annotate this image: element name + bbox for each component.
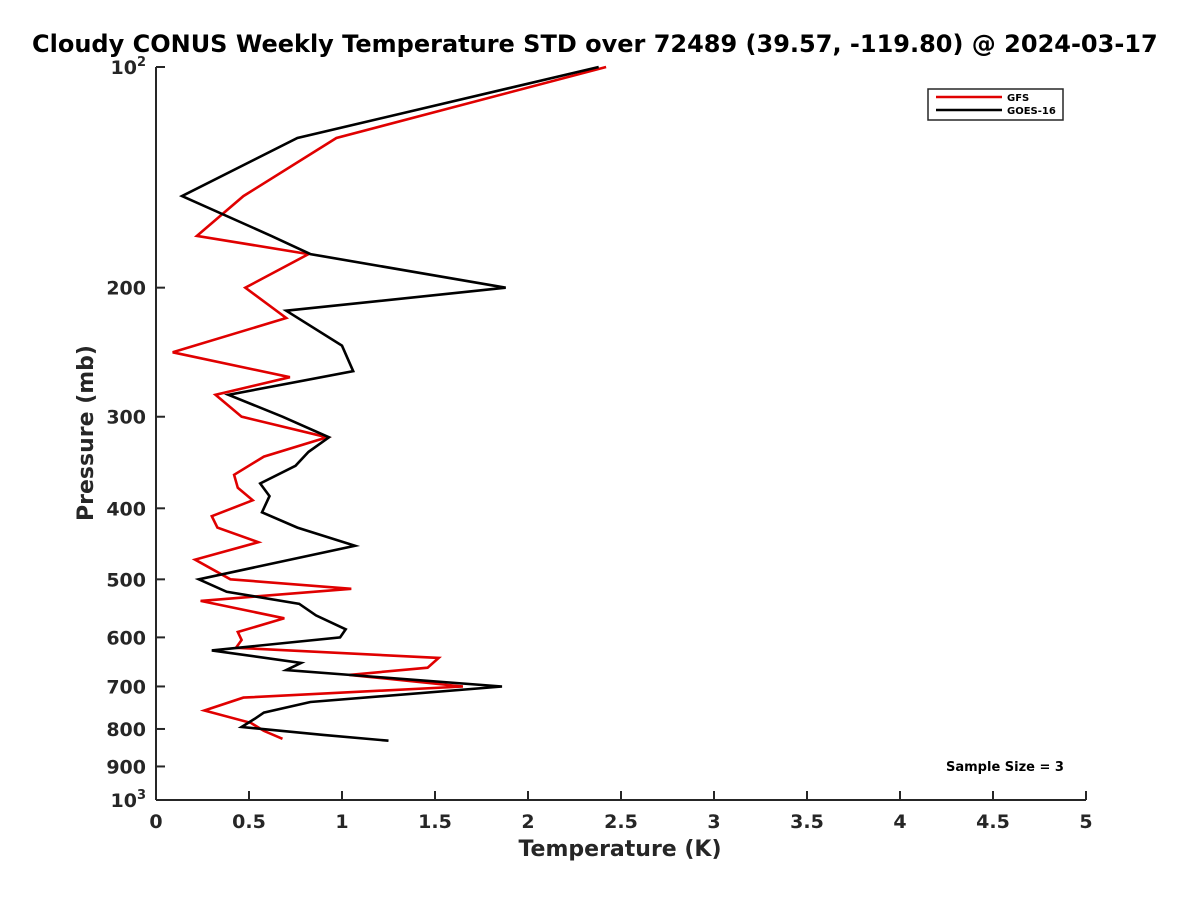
y-tick-label: 500 xyxy=(106,569,146,591)
series-line-goes16 xyxy=(178,65,599,742)
y-tick-label: 103 xyxy=(111,788,147,812)
y-axis-label: Pressure (mb) xyxy=(74,345,99,521)
x-tick-label: 3.5 xyxy=(790,811,824,833)
x-tick-label: 5 xyxy=(1079,811,1092,833)
x-tick-label: 0 xyxy=(149,811,162,833)
x-tick-label: 1 xyxy=(335,811,348,833)
x-axis-label: Temperature (K) xyxy=(518,837,721,862)
chart-title: Cloudy CONUS Weekly Temperature STD over… xyxy=(32,30,1158,58)
y-tick-label: 900 xyxy=(106,756,146,778)
x-tick-label: 4 xyxy=(893,811,906,833)
x-tick-label: 1.5 xyxy=(418,811,452,833)
x-tick-label: 3 xyxy=(707,811,720,833)
y-tick-label: 400 xyxy=(106,498,146,520)
x-tick-label: 2 xyxy=(521,811,534,833)
sample-size-annotation: Sample Size = 3 xyxy=(946,760,1064,775)
legend-label-gfs: GFS xyxy=(1007,93,1029,104)
y-tick-label: 300 xyxy=(106,407,146,429)
x-tick-label: 0.5 xyxy=(232,811,266,833)
legend-label-goes16: GOES-16 xyxy=(1007,106,1056,117)
y-tick-label: 700 xyxy=(106,676,146,698)
y-tick-label: 102 xyxy=(111,55,147,79)
x-tick-label: 4.5 xyxy=(976,811,1010,833)
x-tick-label: 2.5 xyxy=(604,811,638,833)
y-tick-label: 200 xyxy=(106,278,146,300)
legend-box xyxy=(927,88,1064,121)
y-tick-label: 600 xyxy=(106,627,146,649)
legend: GFS GOES-16 xyxy=(927,88,1064,121)
y-tick-label: 800 xyxy=(106,719,146,741)
